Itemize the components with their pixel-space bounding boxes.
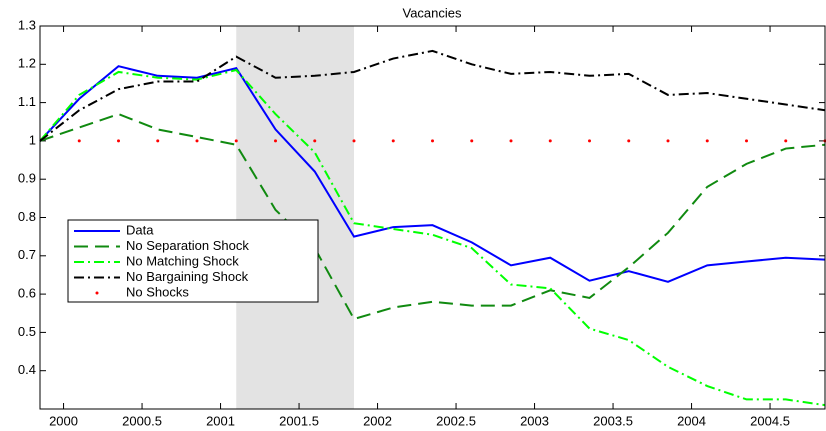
legend-label: Data: [126, 222, 154, 237]
x-tick-label: 2003.5: [593, 413, 633, 428]
series-line: [39, 65, 826, 283]
x-tick-label: 2004: [677, 413, 706, 428]
legend-swatch: [95, 291, 99, 295]
x-tick-label: 2002: [363, 413, 392, 428]
series-line: [39, 49, 826, 142]
point: [352, 139, 356, 143]
point: [470, 139, 474, 143]
legend-label: No Matching Shock: [126, 253, 239, 268]
y-tick-label: 0.5: [18, 324, 36, 339]
legend-box: [67, 219, 319, 303]
point: [784, 139, 788, 143]
point: [391, 139, 395, 143]
legend-label: No Bargaining Shock: [126, 269, 249, 284]
point: [548, 139, 552, 143]
point: [313, 139, 317, 143]
legend-label: No Separation Shock: [126, 238, 249, 253]
y-tick-label: 1.1: [18, 94, 36, 109]
x-tick-label: 2002.5: [436, 413, 476, 428]
point: [588, 139, 591, 143]
point: [234, 139, 238, 143]
x-tick-label: 2001.5: [279, 413, 319, 428]
point: [666, 139, 670, 143]
y-tick-label: 1: [29, 132, 36, 147]
y-tick-label: 0.8: [18, 209, 36, 224]
y-tick-label: 1.2: [18, 56, 36, 71]
series-line: [39, 68, 826, 407]
point: [117, 139, 120, 143]
legend-label: No Shocks: [126, 284, 189, 299]
x-tick-label: 2001: [206, 413, 235, 428]
x-tick-label: 2004.5: [750, 413, 790, 428]
x-tick-label: 2000.5: [122, 413, 162, 428]
point: [156, 139, 160, 143]
y-tick-label: 0.7: [18, 247, 36, 262]
chart-title: Vacancies: [402, 5, 462, 20]
series-line: [39, 113, 826, 321]
x-tick-label: 2003: [520, 413, 549, 428]
point: [705, 139, 709, 143]
shaded-region: [236, 26, 354, 409]
x-tick-label: 2000: [49, 413, 78, 428]
point: [627, 139, 631, 143]
point: [77, 139, 81, 143]
y-tick-label: 0.4: [18, 362, 36, 377]
plot-frame: [39, 25, 826, 410]
point: [745, 139, 748, 143]
point: [274, 139, 277, 143]
y-tick-label: 0.9: [18, 171, 36, 186]
y-tick-label: 0.6: [18, 286, 36, 301]
point: [431, 139, 434, 143]
y-tick-label: 1.3: [18, 17, 36, 32]
point: [509, 139, 513, 143]
point: [195, 139, 199, 143]
